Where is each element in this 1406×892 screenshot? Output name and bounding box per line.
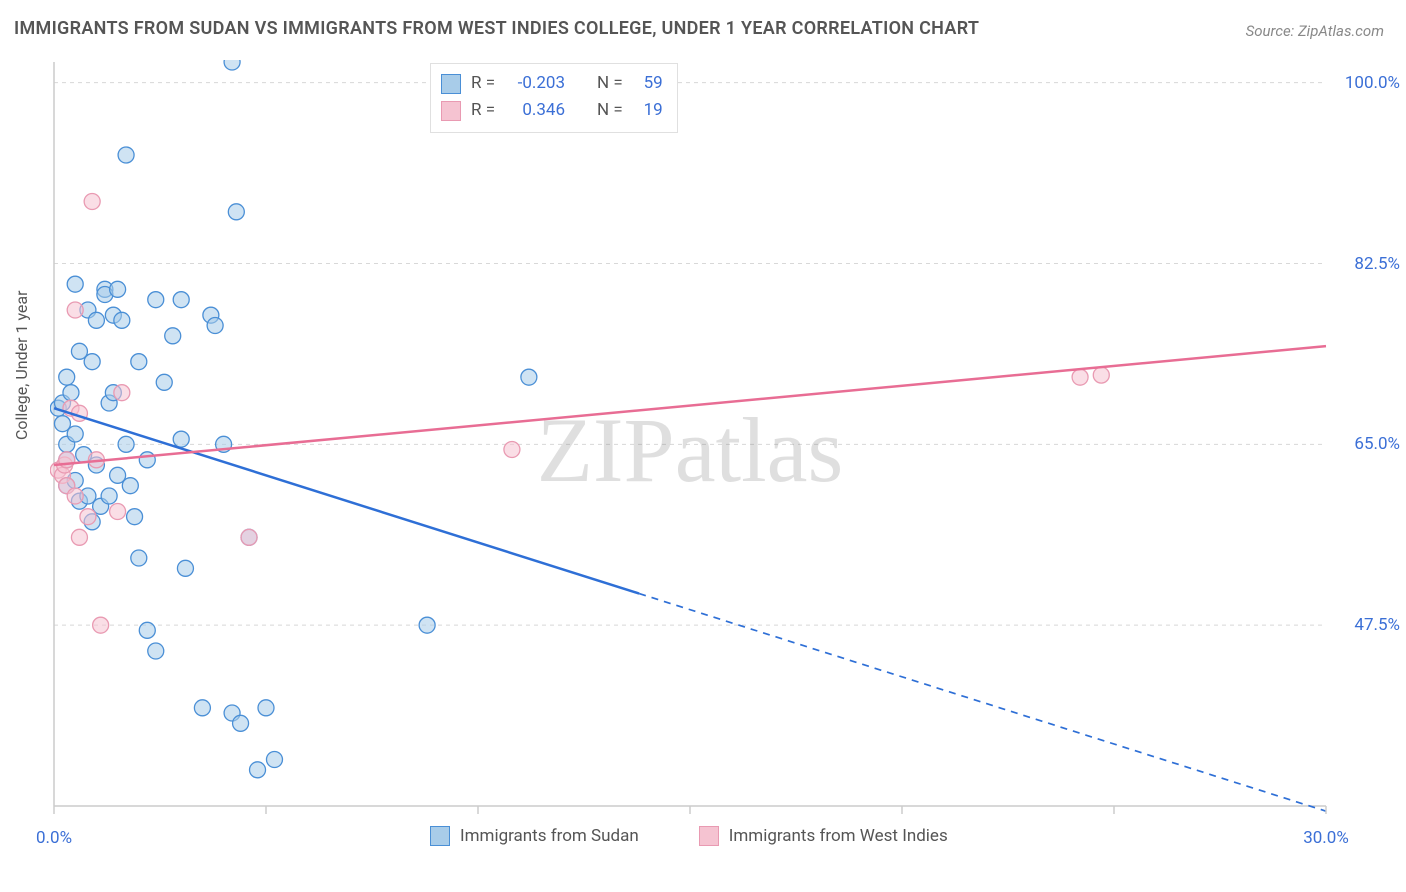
y-tick-label: 100.0% <box>1345 73 1400 93</box>
legend-n-value: 59 <box>633 70 663 97</box>
source-attribution: Source: ZipAtlas.com <box>1246 22 1384 40</box>
legend-swatch <box>699 826 719 846</box>
legend-r-label: R = <box>471 97 495 124</box>
chart-title: IMMIGRANTS FROM SUDAN VS IMMIGRANTS FROM… <box>14 18 979 39</box>
legend-item: Immigrants from Sudan <box>430 826 639 846</box>
legend-r-value: 0.346 <box>505 97 565 124</box>
legend-n-value: 19 <box>633 97 663 124</box>
legend-row: R = -0.203 N = 59 <box>441 70 663 97</box>
correlation-legend: R = -0.203 N = 59 R = 0.346 N = 19 <box>430 63 678 133</box>
legend-series-name: Immigrants from Sudan <box>460 826 639 846</box>
legend-swatch <box>441 74 461 94</box>
legend-swatch <box>430 826 450 846</box>
legend-series-name: Immigrants from West Indies <box>729 826 948 846</box>
legend-n-label: N = <box>597 70 623 97</box>
y-tick-label: 82.5% <box>1354 254 1400 274</box>
scatter-plot <box>50 60 1330 840</box>
series-legend: Immigrants from Sudan Immigrants from Wes… <box>430 826 1010 846</box>
x-tick-label: 0.0% <box>36 828 72 848</box>
x-tick-label: 30.0% <box>1303 828 1349 848</box>
y-tick-label: 47.5% <box>1354 615 1400 635</box>
legend-r-value: -0.203 <box>505 70 565 97</box>
y-axis-label: College, Under 1 year <box>12 290 31 440</box>
legend-row: R = 0.346 N = 19 <box>441 97 663 124</box>
y-tick-label: 65.0% <box>1354 434 1400 454</box>
legend-item: Immigrants from West Indies <box>699 826 948 846</box>
chart-area: ZIPatlas R =-0.203N =59R =0.346N =19 Imm… <box>50 60 1330 840</box>
legend-n-label: N = <box>597 97 623 124</box>
legend-swatch <box>441 101 461 121</box>
legend-r-label: R = <box>471 70 495 97</box>
